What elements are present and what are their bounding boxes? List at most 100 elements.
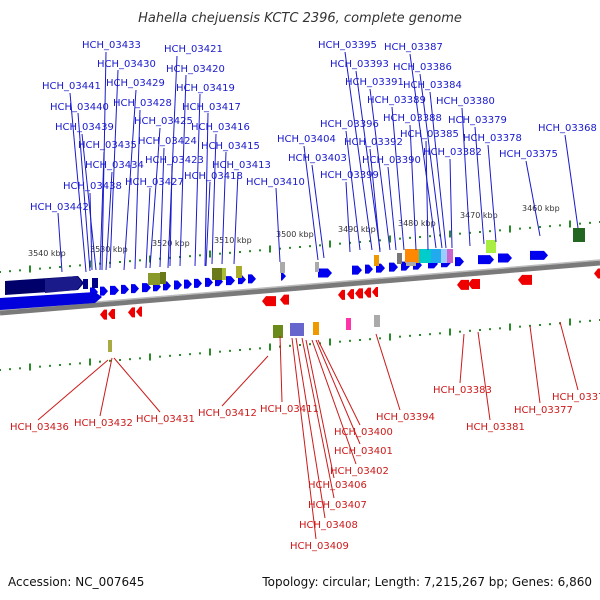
leader-line	[409, 124, 417, 251]
gene-label[interactable]: HCH_03408	[299, 520, 358, 531]
gene-label[interactable]: HCH_03392	[344, 137, 403, 148]
minor-tick	[369, 338, 371, 341]
gene-label[interactable]: HCH_03428	[113, 98, 172, 109]
major-tick	[329, 240, 331, 248]
leader-line	[179, 74, 187, 267]
minor-tick	[189, 353, 191, 356]
gene-label[interactable]: HCH_03433	[82, 40, 141, 51]
leader-line	[461, 107, 471, 247]
major-tick	[209, 348, 211, 356]
gene-label[interactable]: HCH_03411	[260, 404, 319, 415]
gene-label[interactable]: HCH_03420	[166, 64, 225, 75]
gene-label[interactable]: HCH_03395	[318, 40, 377, 51]
gene-label[interactable]: HCH_03401	[334, 446, 393, 457]
gene-label[interactable]: HCH_03394	[376, 412, 435, 423]
gene-label[interactable]: HCH_03380	[436, 96, 495, 107]
gene-label[interactable]: HCH_03390	[362, 155, 421, 166]
gene-label[interactable]: HCH_03413	[212, 160, 271, 171]
minor-tick	[459, 330, 461, 333]
minor-tick	[379, 239, 381, 242]
minor-tick	[319, 244, 321, 247]
leader-line	[344, 51, 373, 251]
minor-tick	[239, 349, 241, 351]
gene-label[interactable]: HCH_03438	[63, 181, 122, 192]
gene-label[interactable]: HCH_03400	[334, 427, 393, 438]
minor-tick	[249, 250, 251, 253]
gene-label[interactable]: HCH_03415	[201, 141, 260, 152]
gene-label[interactable]: HCH_03378	[463, 133, 522, 144]
minor-tick	[369, 240, 371, 243]
gene-label[interactable]: HCH_03406	[308, 480, 367, 491]
leader-line	[301, 337, 335, 499]
gene-label[interactable]: HCH_03404	[277, 134, 336, 145]
gene-label[interactable]: HCH_03440	[50, 102, 109, 113]
gene-label[interactable]: HCH_03417	[182, 102, 241, 113]
minor-tick	[579, 222, 581, 225]
minor-tick	[139, 357, 141, 360]
gene-label[interactable]: HCH_03410	[246, 177, 305, 188]
gene-label[interactable]: HCH_03391	[345, 77, 404, 88]
gene-label[interactable]: HCH_03377	[514, 405, 573, 416]
gene-label[interactable]: HCH_03424	[138, 136, 197, 147]
gene-label[interactable]: HCH_03396	[320, 119, 379, 130]
gene-label[interactable]: HCH_03389	[367, 95, 426, 106]
gene-label[interactable]: HCH_03429	[106, 78, 165, 89]
gene-label[interactable]: HCH_03381	[466, 422, 525, 433]
gene-label[interactable]: HCH_03393	[330, 59, 389, 70]
gene-label[interactable]: HCH_03385	[400, 129, 459, 140]
gene-label[interactable]: HCH_03412	[198, 408, 257, 419]
feature-box	[290, 323, 304, 336]
tick-row-reverse	[0, 318, 600, 371]
minor-tick	[429, 333, 431, 336]
gene-label[interactable]: HCH_03436	[10, 422, 69, 433]
gene-label[interactable]: HCH_03435	[78, 140, 137, 151]
gene-label[interactable]: HCH_03374	[552, 392, 600, 403]
minor-tick	[109, 359, 111, 362]
gene-label[interactable]: HCH_03388	[383, 113, 442, 124]
gene-label[interactable]: HCH_03427	[125, 177, 184, 188]
gene-label[interactable]: HCH_03442	[30, 202, 89, 213]
minor-tick	[259, 347, 261, 350]
gene-label[interactable]: HCH_03383	[433, 385, 492, 396]
gene-label[interactable]: HCH_03431	[136, 414, 195, 425]
gene-label[interactable]: HCH_03432	[74, 418, 133, 429]
gene-label[interactable]: HCH_03441	[42, 81, 101, 92]
gene-label[interactable]: HCH_03402	[330, 466, 389, 477]
minor-tick	[49, 364, 51, 367]
gene-label[interactable]: HCH_03384	[403, 80, 462, 91]
minor-tick	[0, 369, 1, 371]
gene-label[interactable]: HCH_03399	[320, 170, 379, 181]
major-tick	[269, 245, 271, 253]
gene-label[interactable]: HCH_03439	[55, 122, 114, 133]
gene-label[interactable]: HCH_03387	[384, 42, 443, 53]
gene-label[interactable]: HCH_03421	[164, 44, 223, 55]
feature-box	[405, 249, 419, 263]
gene-label[interactable]: HCH_03368	[538, 123, 597, 134]
feature-box	[447, 249, 453, 263]
gene-label[interactable]: HCH_03430	[97, 59, 156, 70]
gene-label[interactable]: HCH_03375	[499, 149, 558, 160]
leader-line	[149, 127, 161, 269]
minor-tick	[49, 266, 51, 269]
gene-label[interactable]: HCH_03386	[393, 62, 452, 73]
minor-tick	[349, 241, 351, 244]
gene-label[interactable]: HCH_03418	[184, 171, 243, 182]
gene-label[interactable]: HCH_03416	[191, 122, 250, 133]
gene-label[interactable]: HCH_03434	[85, 160, 144, 171]
minor-tick	[299, 246, 301, 248]
leader-line	[295, 337, 326, 519]
reverse-gene-arrow	[338, 289, 345, 300]
gene-label[interactable]: HCH_03403	[288, 153, 347, 164]
gene-label[interactable]: HCH_03425	[134, 116, 193, 127]
leader-line	[81, 133, 97, 271]
gene-label[interactable]: HCH_03423	[145, 155, 204, 166]
leader-line	[375, 333, 401, 411]
gene-label[interactable]: HCH_03379	[448, 115, 507, 126]
leader-line	[109, 69, 119, 269]
leader-line	[275, 187, 281, 263]
gene-label[interactable]: HCH_03409	[290, 541, 349, 552]
gene-label[interactable]: HCH_03382	[423, 147, 482, 158]
gene-label[interactable]: HCH_03407	[308, 500, 367, 511]
minor-tick	[399, 335, 401, 338]
gene-label[interactable]: HCH_03419	[176, 83, 235, 94]
